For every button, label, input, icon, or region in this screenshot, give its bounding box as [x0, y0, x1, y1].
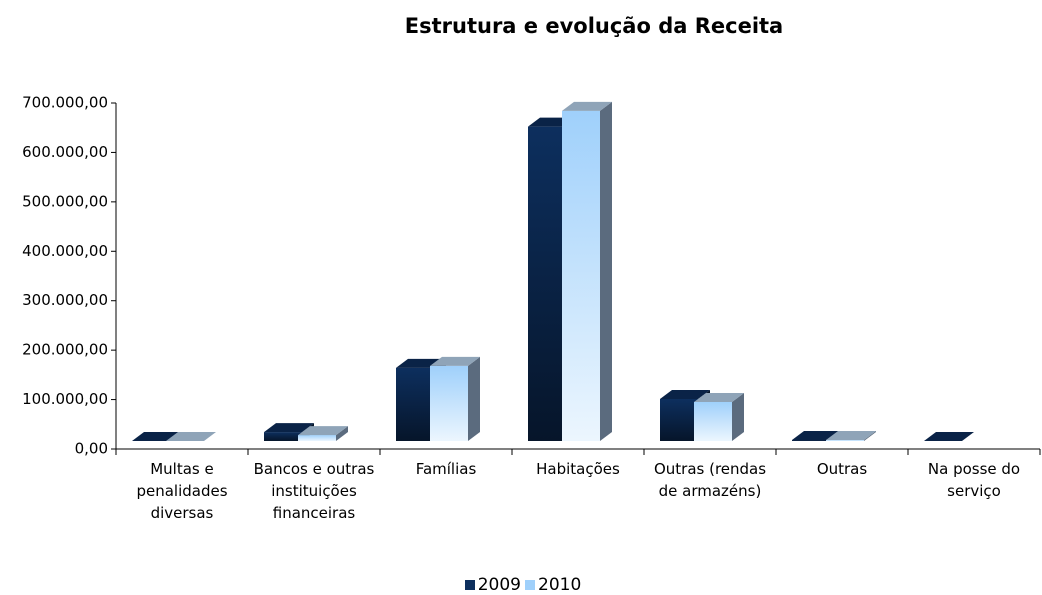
x-tick-label: Multas e penalidades diversas — [136, 460, 228, 522]
bar-side — [468, 356, 480, 441]
y-tick-label: 700.000,00 — [22, 94, 108, 112]
legend: 2009 2010 — [0, 575, 1042, 595]
x-tick-label: Bancos e outras instituições financeiras — [253, 460, 375, 522]
bar — [562, 110, 600, 442]
bar — [694, 401, 732, 441]
legend-swatch — [464, 580, 475, 590]
x-tick-label: Habitações — [536, 460, 620, 478]
bar — [396, 367, 434, 441]
y-tick-label: 100.000,00 — [22, 390, 108, 408]
bar-top — [924, 432, 974, 441]
bar — [264, 432, 302, 441]
bar — [528, 126, 566, 442]
y-tick-label: 200.000,00 — [22, 341, 108, 359]
bar-top — [826, 431, 876, 441]
bar-top — [430, 356, 480, 366]
y-tick-label: 500.000,00 — [22, 192, 108, 210]
chart-title: Estrutura e evolução da Receita — [405, 14, 783, 38]
x-tick-label: Famílias — [415, 460, 477, 478]
bar-top — [562, 101, 612, 111]
legend-swatch — [525, 580, 535, 590]
y-tick-label: 400.000,00 — [22, 242, 108, 260]
legend-label: 2009 — [477, 575, 521, 595]
x-tick-label: Outras (rendas de armazéns) — [653, 460, 767, 500]
bar — [660, 398, 698, 441]
legend-label: 2010 — [538, 575, 582, 595]
bar — [430, 365, 468, 441]
x-tick-label: Na posse do serviço — [927, 460, 1021, 500]
x-tick-label: Outras — [816, 460, 868, 478]
y-tick-label: 300.000,00 — [22, 291, 108, 309]
bar-top — [660, 389, 710, 399]
bar-side — [864, 431, 876, 441]
bar-side — [600, 101, 612, 442]
bar-side — [336, 426, 348, 441]
bar-top — [298, 426, 348, 436]
y-tick-label: 0,00 — [75, 440, 108, 458]
bar-side — [732, 392, 744, 441]
bar — [792, 440, 830, 441]
bar-top — [694, 392, 744, 402]
bar-top — [166, 432, 216, 441]
bar-top — [264, 423, 314, 433]
y-tick-label: 600.000,00 — [22, 143, 108, 161]
bar — [826, 440, 864, 441]
bar — [298, 435, 336, 441]
